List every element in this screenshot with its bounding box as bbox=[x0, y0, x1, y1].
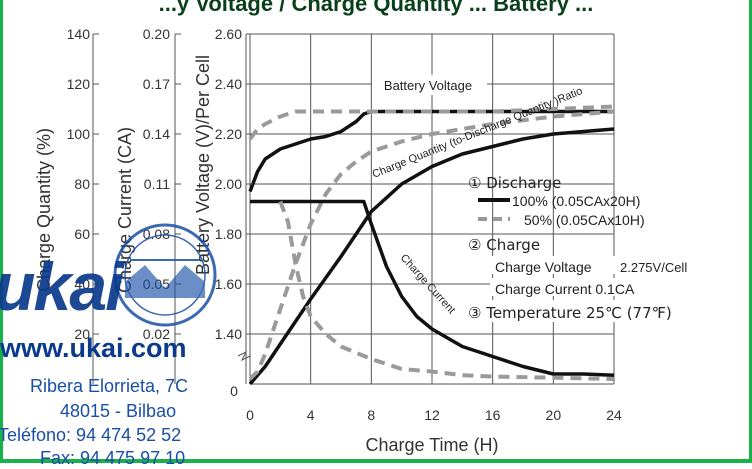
y-tick-label: 1.80 bbox=[215, 226, 242, 242]
legend-series-100: 100% (0.05CAx20H) bbox=[512, 193, 640, 209]
watermark-url: www.ukai.com bbox=[0, 333, 187, 363]
x-tick-label: 8 bbox=[367, 407, 375, 423]
x-tick-label: 16 bbox=[485, 407, 501, 423]
x-tick-label: 4 bbox=[307, 407, 315, 423]
x-axis-title: Charge Time (H) bbox=[365, 435, 498, 455]
series-line-voltage-100 bbox=[248, 109, 614, 193]
y-tick-label: 0.20 bbox=[143, 26, 170, 42]
legend-charge-title: ② Charge bbox=[468, 236, 540, 254]
x-tick-label: 0 bbox=[246, 407, 254, 423]
legend-temperature: ③ Temperature 25℃ (77℉) bbox=[468, 304, 672, 322]
y-axis-title-quantity: Charge Quantity (%) bbox=[34, 128, 54, 292]
x-tick-label: 20 bbox=[546, 407, 562, 423]
legend-charge-voltage-label: Charge Voltage bbox=[495, 259, 592, 275]
y-tick-label: 120 bbox=[67, 76, 91, 92]
y-axis-title-voltage: Battery Voltage (V)/Per Cell bbox=[193, 55, 213, 275]
y-tick-label: 1.60 bbox=[215, 276, 242, 292]
series-line-current-50 bbox=[278, 200, 615, 381]
y-tick-label: 80 bbox=[74, 176, 90, 192]
watermark-fax: Fax: 94 475 97 10 bbox=[40, 448, 186, 468]
axes: Charge Time (H) Charge Quantity (%) Char… bbox=[34, 26, 622, 455]
y-tick-label: 0.11 bbox=[144, 176, 170, 192]
y-tick-label: 0.17 bbox=[143, 76, 170, 92]
y-tick-label: 2.00 bbox=[215, 176, 242, 192]
legend-charge-voltage-value: 2.275V/Cell bbox=[620, 260, 687, 275]
y-tick-label: 0.02 bbox=[143, 326, 170, 342]
series-line-voltage-50 bbox=[248, 104, 615, 141]
y-tick-label: 40 bbox=[74, 276, 90, 292]
y-tick-label: 0.14 bbox=[143, 126, 170, 142]
legend-series-50: 50% (0.05CAx10H) bbox=[524, 212, 645, 228]
legend-charge-current: Charge Current 0.1CA bbox=[495, 281, 635, 297]
watermark-address-line2: 48015 - Bilbao bbox=[60, 401, 177, 421]
chart-title: ...y Voltage / Charge Quantity ... Batte… bbox=[158, 0, 594, 16]
zero-label: 0 bbox=[230, 383, 238, 399]
y-tick-label: 140 bbox=[67, 26, 91, 42]
series-line-current-100 bbox=[250, 199, 615, 377]
y-tick-label: 60 bbox=[74, 226, 90, 242]
x-tick-label: 24 bbox=[606, 407, 622, 423]
legend: ① Discharge 100% (0.05CAx20H) 50% (0.05C… bbox=[464, 174, 687, 322]
y-tick-label: 100 bbox=[67, 126, 91, 142]
watermark-phone: Teléfono: 94 474 52 52 bbox=[0, 425, 182, 445]
logo-seal-icon bbox=[113, 223, 217, 327]
series-line-quantity-50 bbox=[248, 109, 615, 381]
y-tick-label: 2.40 bbox=[215, 76, 242, 92]
y-tick-label: 2.20 bbox=[215, 126, 242, 142]
x-tick-label: 12 bbox=[424, 407, 440, 423]
watermark-address-line1: Ribera Elorrieta, 7C bbox=[30, 376, 189, 396]
series-line-quantity-100 bbox=[248, 127, 615, 386]
y-tick-label: 20 bbox=[74, 326, 90, 342]
label-battery-voltage: Battery Voltage bbox=[384, 78, 472, 93]
y-tick-label: 2.60 bbox=[215, 26, 242, 42]
series-layer bbox=[248, 104, 615, 386]
axis-break-mark bbox=[237, 350, 251, 362]
watermark-logo: ukai bbox=[0, 249, 124, 325]
y-tick-label: 1.40 bbox=[215, 326, 242, 342]
legend-discharge-title: ① Discharge bbox=[468, 174, 561, 192]
